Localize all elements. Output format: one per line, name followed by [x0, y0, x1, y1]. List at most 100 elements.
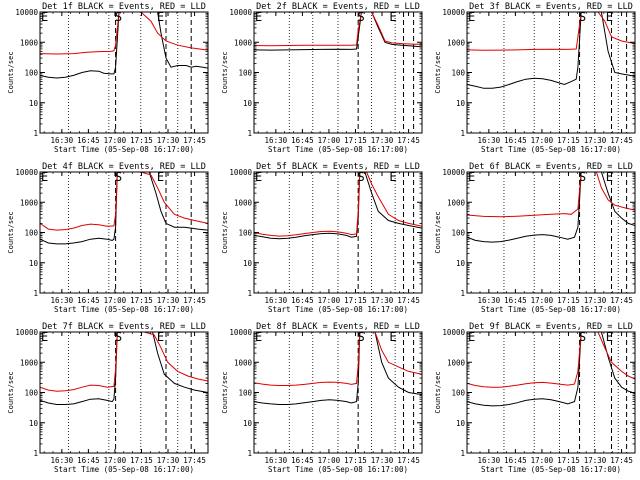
y-axis-label: Counts/sec: [7, 371, 15, 413]
x-tick-label: 17:30: [371, 136, 394, 145]
marker-label: S: [357, 170, 364, 184]
y-tick-label: 10000: [442, 328, 465, 337]
y-tick-label: 10000: [229, 8, 252, 17]
y-tick-label: 100: [238, 389, 252, 398]
y-tick-label: 1000: [20, 198, 39, 207]
panel-title: Det 3f BLACK = Events, RED = LLD: [469, 2, 633, 12]
y-tick-label: 10000: [442, 8, 465, 17]
panel-title: Det 5f BLACK = Events, RED = LLD: [256, 162, 420, 172]
x-tick-label: 17:30: [157, 296, 180, 305]
marker-label: S: [115, 10, 122, 24]
x-tick-label: 17:30: [157, 136, 180, 145]
x-tick-label: 16:30: [478, 456, 501, 465]
marker-label: E: [157, 10, 164, 24]
y-tick-label: 10: [29, 419, 39, 428]
y-tick-label: 1: [247, 289, 252, 298]
x-tick-label: 16:30: [51, 136, 74, 145]
x-tick-label: 17:00: [104, 296, 127, 305]
y-axis-label: Counts/sec: [221, 211, 229, 253]
x-tick-label: 16:30: [265, 136, 288, 145]
marker-label: E: [41, 330, 48, 344]
series-red: [254, 172, 422, 237]
x-tick-label: 17:15: [557, 456, 580, 465]
marker-label: E: [157, 170, 164, 184]
y-axis-label: Counts/sec: [434, 371, 442, 413]
x-tick-label: 17:00: [531, 456, 554, 465]
x-tick-label: 16:45: [291, 296, 314, 305]
x-tick-label: 16:45: [504, 136, 527, 145]
y-tick-label: 100: [238, 69, 252, 78]
marker-label: E: [157, 330, 164, 344]
x-tick-label: 16:45: [291, 456, 314, 465]
x-tick-label: 17:30: [371, 296, 394, 305]
x-tick-label: 17:00: [318, 296, 341, 305]
x-tick-label: 17:15: [344, 136, 367, 145]
x-tick-label: 17:00: [318, 456, 341, 465]
y-tick-label: 10: [456, 419, 466, 428]
x-tick-label: 17:15: [557, 296, 580, 305]
marker-label: S: [115, 170, 122, 184]
series-red: [254, 332, 422, 386]
marker-label: E: [606, 10, 613, 24]
y-tick-label: 1000: [234, 358, 253, 367]
y-tick-label: 10: [456, 99, 466, 108]
x-axis-label: Start Time (05-Sep-08 16:17:00): [481, 465, 621, 474]
y-tick-label: 1000: [234, 198, 253, 207]
y-tick-label: 10000: [15, 8, 38, 17]
marker-label: S: [357, 330, 364, 344]
x-tick-label: 17:45: [610, 456, 633, 465]
series-black: [40, 332, 208, 405]
y-tick-label: 100: [24, 389, 38, 398]
marker-label: S: [579, 330, 586, 344]
marker-label: E: [468, 170, 475, 184]
marker-label: E: [389, 10, 396, 24]
y-tick-label: 10: [243, 419, 253, 428]
series-black: [467, 12, 635, 89]
x-tick-label: 17:15: [557, 136, 580, 145]
y-tick-label: 100: [451, 69, 465, 78]
y-tick-label: 100: [238, 229, 252, 238]
y-tick-label: 10000: [442, 168, 465, 177]
series-red: [467, 332, 635, 388]
y-tick-label: 10: [29, 259, 39, 268]
series-black: [40, 12, 208, 79]
y-tick-label: 10: [243, 259, 253, 268]
x-axis-label: Start Time (05-Sep-08 16:17:00): [54, 465, 194, 474]
x-tick-label: 16:30: [478, 296, 501, 305]
x-tick-label: 17:15: [344, 456, 367, 465]
x-tick-label: 16:30: [51, 456, 74, 465]
plot-frame: [466, 331, 636, 454]
series-red: [40, 172, 208, 231]
y-axis-label: Counts/sec: [7, 211, 15, 253]
series-red: [254, 12, 422, 47]
series-black: [254, 12, 422, 51]
plot-frame: [466, 11, 636, 134]
marker-label: E: [606, 330, 613, 344]
plot-frame: [39, 331, 209, 454]
x-tick-label: 16:30: [265, 296, 288, 305]
plot-frame: [39, 11, 209, 134]
x-tick-label: 17:45: [183, 296, 206, 305]
x-tick-label: 17:00: [104, 136, 127, 145]
y-tick-label: 100: [451, 389, 465, 398]
panel-title: Det 2f BLACK = Events, RED = LLD: [256, 2, 420, 12]
marker-label: E: [255, 170, 262, 184]
y-tick-label: 1: [33, 449, 38, 458]
marker-label: E: [41, 10, 48, 24]
marker-label: S: [579, 170, 586, 184]
marker-label: E: [606, 170, 613, 184]
panel-title: Det 7f BLACK = Events, RED = LLD: [42, 322, 206, 332]
marker-label: E: [41, 170, 48, 184]
x-tick-label: 17:45: [397, 456, 420, 465]
x-tick-label: 16:45: [77, 296, 100, 305]
x-tick-label: 17:45: [610, 136, 633, 145]
x-axis-label: Start Time (05-Sep-08 16:17:00): [54, 145, 194, 154]
x-tick-label: 17:45: [183, 456, 206, 465]
y-tick-label: 1: [460, 289, 465, 298]
